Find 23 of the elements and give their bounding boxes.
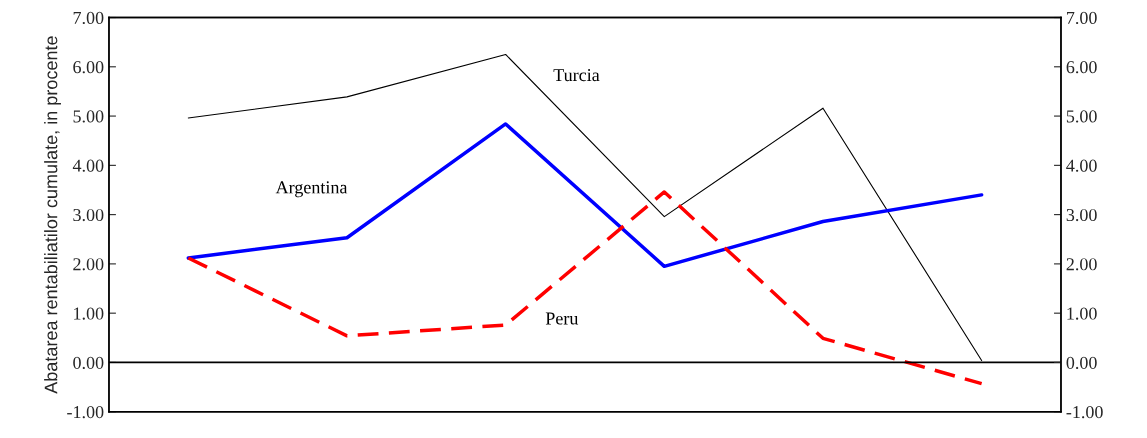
- y2-tick-label: 6.00: [1066, 61, 1097, 74]
- y2-tick-label: 5.00: [1066, 110, 1097, 123]
- y-tick-label: 3.00: [73, 208, 104, 222]
- y-tick-label: 0.00: [73, 356, 104, 369]
- y-tick-label: 7.00: [73, 11, 104, 25]
- y2-tick-label: 0.00: [1066, 356, 1097, 369]
- series-label: Peru: [545, 312, 579, 325]
- y2-tick-label: 7.00: [1067, 11, 1097, 25]
- y-tick-label: 1.00: [74, 307, 104, 320]
- y2-tick-label: 3.00: [1066, 208, 1097, 222]
- y2-tick-label: 1.00: [1067, 307, 1097, 320]
- y-tick-label: -1.00: [67, 405, 104, 419]
- y2-tick-label: -1.00: [1066, 405, 1103, 419]
- series-label: Turcia: [553, 69, 600, 82]
- line-series: [186, 122, 984, 269]
- y2-tick-label: 2.00: [1066, 258, 1097, 271]
- y2-tick-label: 4.00: [1066, 159, 1097, 172]
- y-tick-label: 4.00: [72, 159, 104, 172]
- y-tick-label: 2.00: [73, 258, 104, 271]
- y-tick-label: 5.00: [73, 110, 104, 123]
- series-label: Argentina: [275, 181, 348, 198]
- y-tick-label: 6.00: [73, 61, 104, 74]
- y-axis-title: Abatarea rentabiliatilor cumulate, in procente: [44, 36, 61, 394]
